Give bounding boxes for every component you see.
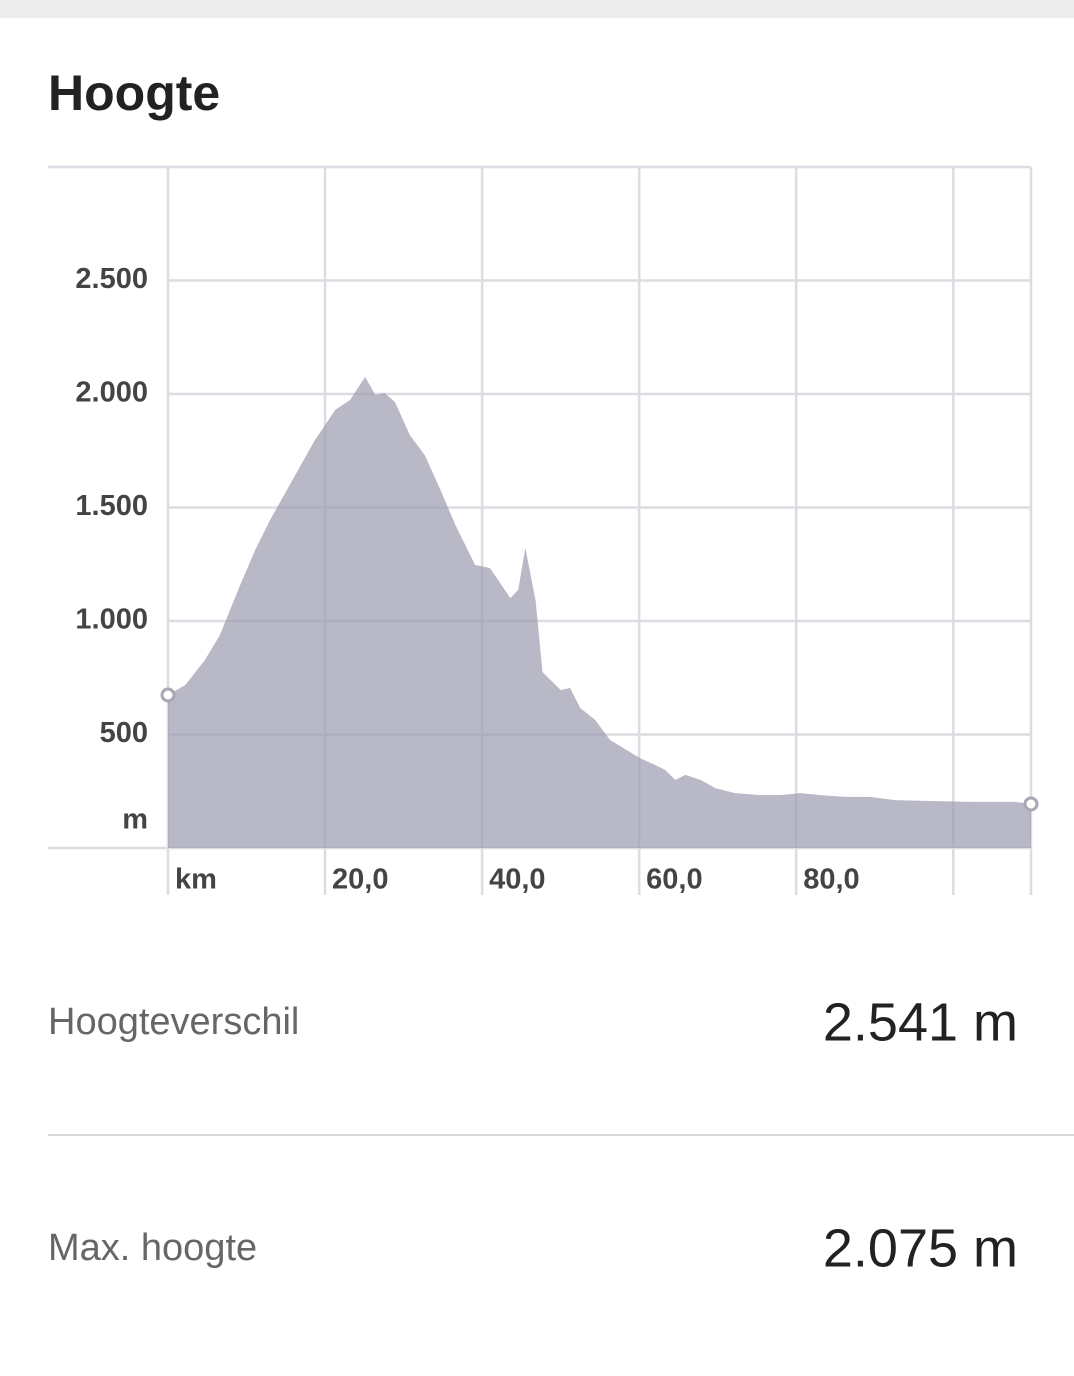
x-tick-label: 40,0 <box>489 864 545 896</box>
y-tick-label: 1.500 <box>75 490 148 522</box>
top-bar <box>0 0 1074 18</box>
end-marker <box>1023 796 1039 812</box>
elevation-area <box>168 376 1031 848</box>
stat-label: Max. hoogte <box>48 1227 257 1269</box>
end-marker <box>160 687 176 703</box>
y-tick-label: 1.000 <box>75 604 148 636</box>
y-tick-label: m <box>122 804 148 836</box>
x-tick-label: 80,0 <box>803 864 859 896</box>
chart: m 500 1.000 1.500 2.000 2.500 km 20,0 40,0 60,0 80… <box>48 165 1039 896</box>
section-title: Hoogte <box>48 65 220 121</box>
stat-label: Hoogteverschil <box>48 1001 299 1043</box>
stat-value: 2.075 m <box>823 1218 1018 1278</box>
x-tick-label: km <box>175 864 217 896</box>
y-tick-label: 500 <box>100 717 148 749</box>
y-tick-label: 2.000 <box>75 377 148 409</box>
stat-value: 2.541 m <box>823 992 1018 1052</box>
x-tick-label: 60,0 <box>646 864 702 896</box>
y-tick-label: 2.500 <box>75 263 148 295</box>
x-tick-label: 20,0 <box>332 864 388 896</box>
